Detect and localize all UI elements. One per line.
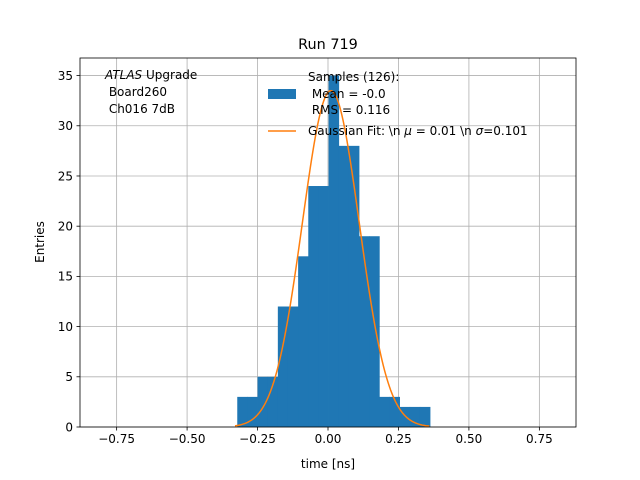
legend-fit-label: Gaussian Fit: \n μ = 0.01 \n σ=0.101 [308,124,528,138]
x-tick-label: 0.50 [456,432,483,446]
x-tick-label: 0.75 [526,432,553,446]
annotation-line-3: Ch016 7dB [105,102,175,116]
x-tick-label: −0.25 [239,432,276,446]
x-tick-label: 0.00 [315,432,342,446]
x-axis-label: time [ns] [301,457,355,471]
x-tick-label: −0.75 [98,432,135,446]
histogram-bar [419,406,431,427]
legend: Samples (126): Mean = -0.0 RMS = 0.116 G… [268,70,528,138]
y-axis-label: Entries [33,221,47,263]
y-tick-label: 25 [58,169,73,183]
legend-samples-swatch [268,89,296,99]
histogram-bar [308,186,319,427]
histogram-bar [298,256,309,427]
legend-samples-line-2: Mean = -0.0 [308,87,386,101]
svg-text:ATLAS Upgrade: ATLAS Upgrade [104,68,197,82]
annotation-line-2: Board260 [105,85,167,99]
histogram-bar [409,406,421,427]
histogram-bars [237,75,431,428]
annotation-text: ATLAS Upgrade Board260 Ch016 7dB [104,68,197,116]
legend-samples-line-1: Samples (126): [308,70,399,84]
y-tick-label: 15 [58,270,73,284]
histogram-bar [247,396,258,427]
histogram-bar [348,145,360,427]
histogram-bar [287,306,299,427]
histogram-bar [379,396,390,427]
y-tick-label: 20 [58,219,73,233]
annotation-atlas: ATLAS [104,68,143,82]
x-tick-label: −0.50 [169,432,206,446]
histogram-bar [389,396,400,427]
histogram-bar [257,376,269,427]
annotation-line-1: Upgrade [142,68,197,82]
legend-samples-line-3: RMS = 0.116 [308,103,390,117]
x-axis-ticks: −0.75 −0.50 −0.25 0.00 0.25 0.50 0.75 [98,427,553,446]
histogram-bar [328,75,340,428]
histogram-bar [237,396,248,427]
chart-title: Run 719 [298,37,358,53]
y-tick-label: 35 [58,69,73,83]
y-tick-label: 10 [58,320,73,334]
histogram-bar [267,376,279,427]
histogram-bar [369,236,380,427]
y-tick-label: 0 [65,420,73,434]
histogram-bar [318,186,329,427]
y-tick-label: 30 [58,119,73,133]
histogram-bar [359,236,370,427]
y-tick-label: 5 [65,370,73,384]
grid-lines [80,58,576,428]
histogram-bar [338,145,350,427]
histogram-bar [399,406,411,427]
y-axis-ticks: 0 5 10 15 20 25 30 35 [58,69,80,434]
gaussian-fit-curve [234,89,430,427]
x-tick-label: 0.25 [385,432,412,446]
histogram-bar [277,306,289,427]
